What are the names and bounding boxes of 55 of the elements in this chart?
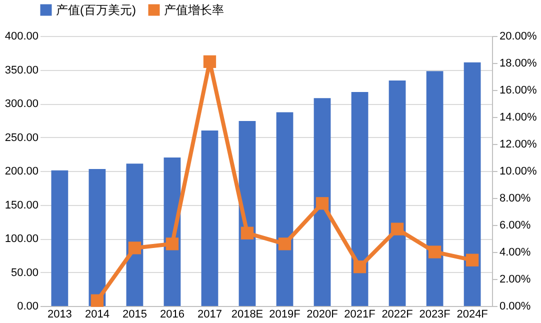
y2-tick-label: 12.00% [500,138,538,150]
y2-tick-label: 2.00% [500,274,531,286]
x-tick-label: 2024F [456,308,488,320]
point [466,254,479,266]
bar [388,80,406,306]
x-tick-label: 2017 [197,308,222,320]
point [316,197,329,210]
bar [201,130,218,306]
x-tick-label: 2014 [84,308,110,320]
x-tick-label: 2021F [344,308,376,320]
point [240,226,254,240]
x-tick-label: 2020F [306,308,338,320]
y2-tick-label: 10.00% [500,166,538,178]
point [128,242,142,254]
point [278,238,292,250]
bar [426,71,444,306]
point [90,294,104,307]
x-tick-label: 2023F [419,308,451,320]
y-tick-label: 150.00 [4,199,38,212]
y2-tick-label: 14.00% [500,112,538,124]
x-tick-label: 2022F [382,308,414,320]
y-tick-label: 200.00 [4,166,38,178]
point [428,246,442,258]
x-tick-label: 2018E [231,308,264,320]
bar [351,92,368,306]
y2-tick-label: 4.00% [500,246,531,258]
x-tick-label: 2019F [269,308,301,320]
legend-label: 产值增长率 [164,3,224,17]
point [390,222,404,236]
y2-tick-label: 20.00% [500,30,538,42]
y-tick-label: 350.00 [4,64,38,76]
point [166,238,179,250]
legend-label: 产值(百万美元) [56,3,136,17]
bar [464,62,481,306]
x-tick-label: 2015 [122,308,147,320]
y2-tick-label: 18.00% [500,58,538,70]
bar [314,98,331,306]
point [353,260,366,274]
y2-tick-label: 8.00% [500,192,531,204]
y2-tick-label: 16.00% [500,84,538,96]
point [203,55,216,68]
bar [276,112,294,306]
y2-tick-label: 0.00% [500,300,531,312]
x-tick-label: 2016 [160,308,184,320]
y-tick-label: 300.00 [4,98,38,110]
bar [88,168,106,306]
x-tick-label: 2013 [47,308,72,320]
bar [126,164,144,306]
y-tick-label: 100.00 [4,233,38,245]
y2-tick-label: 6.00% [500,220,531,232]
bar [51,170,68,306]
y-tick-label: 250.00 [4,132,38,144]
y-tick-label: 0.00 [17,300,38,312]
y-tick-label: 50.00 [10,266,38,279]
y-tick-label: 400.00 [4,30,38,42]
